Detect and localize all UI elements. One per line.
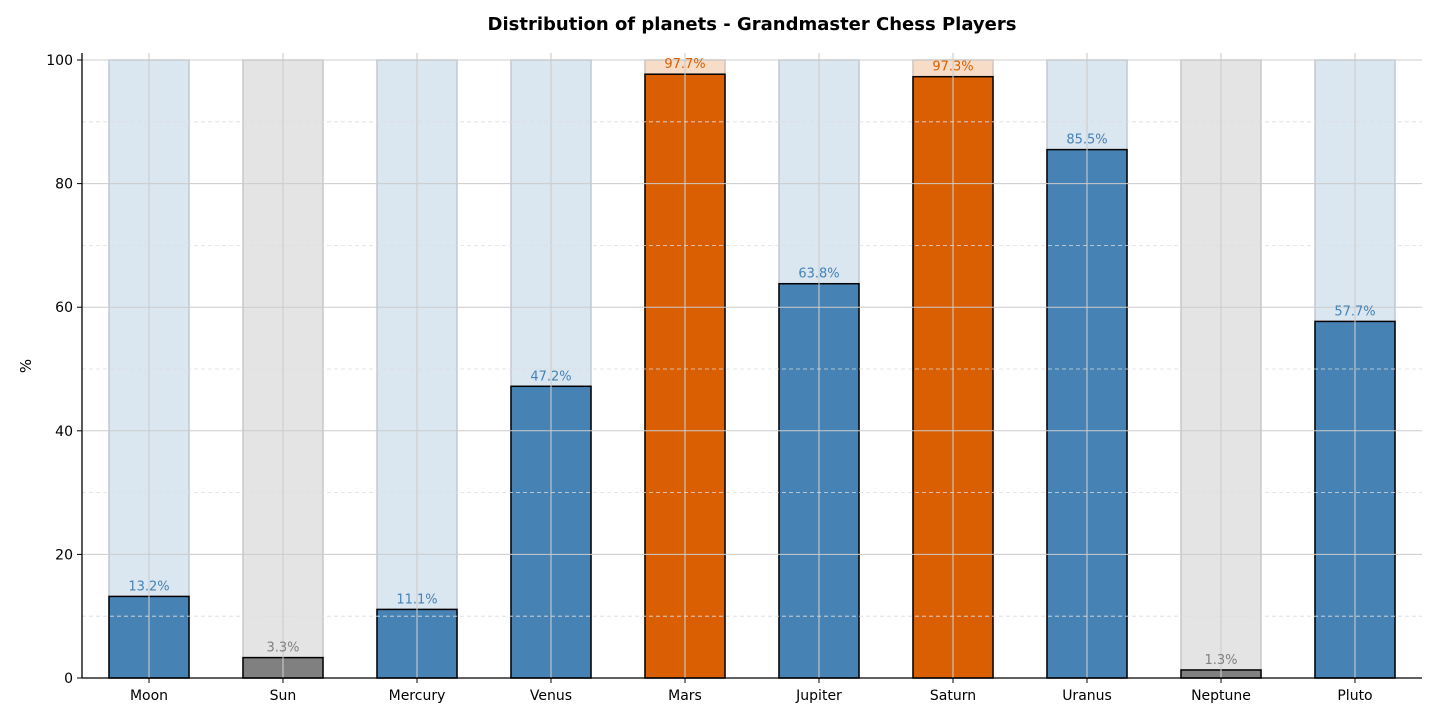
y-tick-label: 0 bbox=[64, 671, 73, 687]
x-tick-label: Mercury bbox=[389, 688, 446, 704]
y-tick-label: 40 bbox=[55, 424, 73, 440]
x-tick-label: Mars bbox=[668, 688, 702, 704]
data-label: 3.3% bbox=[266, 641, 299, 656]
data-label: 13.2% bbox=[128, 579, 169, 594]
y-tick-label: 20 bbox=[55, 547, 73, 563]
data-label: 57.7% bbox=[1334, 304, 1375, 319]
x-tick-label: Jupiter bbox=[795, 688, 842, 704]
x-tick-label: Pluto bbox=[1337, 688, 1372, 704]
x-tick-label: Neptune bbox=[1191, 688, 1251, 704]
data-label: 47.2% bbox=[530, 369, 571, 384]
x-tick-label: Sun bbox=[270, 688, 297, 704]
y-tick-label: 60 bbox=[55, 300, 73, 316]
data-label: 85.5% bbox=[1066, 133, 1107, 148]
x-tick-label: Saturn bbox=[930, 688, 976, 704]
data-label: 97.3% bbox=[932, 60, 973, 75]
x-tick-label: Moon bbox=[130, 688, 168, 704]
y-tick-label: 80 bbox=[55, 177, 73, 193]
data-label: 63.8% bbox=[798, 267, 839, 282]
x-tick-label: Uranus bbox=[1062, 688, 1112, 704]
y-axis-label: % bbox=[17, 359, 35, 373]
data-label: 1.3% bbox=[1204, 653, 1237, 668]
chart-title: Distribution of planets - Grandmaster Ch… bbox=[488, 14, 1017, 35]
x-tick-label: Venus bbox=[530, 688, 572, 704]
data-label: 11.1% bbox=[396, 592, 437, 607]
y-tick-label: 100 bbox=[46, 53, 73, 69]
data-label: 97.7% bbox=[664, 57, 705, 72]
